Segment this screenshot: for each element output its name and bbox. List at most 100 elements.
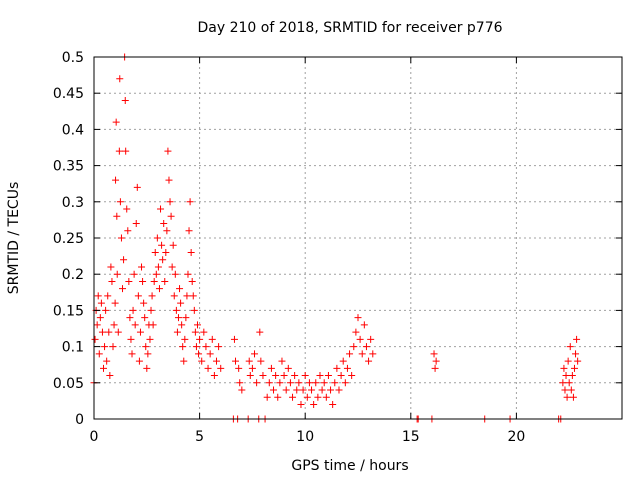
data-point	[128, 350, 136, 358]
data-point	[567, 386, 575, 394]
data-point	[176, 285, 184, 293]
data-point	[335, 386, 343, 394]
data-point	[324, 372, 332, 380]
data-point	[123, 205, 131, 213]
data-point	[95, 350, 103, 358]
data-point	[185, 227, 193, 235]
data-point	[120, 256, 128, 264]
data-point	[352, 328, 360, 336]
data-point	[114, 328, 122, 336]
data-point	[431, 364, 439, 372]
data-point	[333, 364, 341, 372]
data-point	[195, 350, 203, 358]
data-point	[171, 270, 179, 278]
data-point	[161, 277, 169, 285]
data-point	[354, 314, 362, 322]
data-point	[172, 306, 180, 314]
data-point	[167, 212, 175, 220]
x-tick-label: 0	[90, 429, 99, 445]
data-point	[157, 205, 165, 213]
y-tick-label: 0.4	[62, 122, 84, 138]
data-point	[189, 292, 197, 300]
y-tick-label: 0.3	[62, 195, 84, 211]
data-point	[164, 147, 172, 155]
data-point	[150, 277, 158, 285]
data-point	[286, 379, 294, 387]
data-point	[563, 393, 571, 401]
data-point	[173, 328, 181, 336]
data-point	[265, 379, 273, 387]
data-point	[367, 335, 375, 343]
x-tick-label: 20	[507, 429, 525, 445]
data-point	[574, 357, 582, 365]
data-point	[104, 292, 112, 300]
data-point	[119, 285, 127, 293]
data-point	[178, 321, 186, 329]
data-point	[232, 357, 240, 365]
x-tick-label: 10	[296, 429, 314, 445]
plot-area	[93, 56, 623, 420]
data-point	[133, 183, 141, 191]
data-point	[566, 343, 574, 351]
data-point	[565, 379, 573, 387]
data-point	[108, 277, 116, 285]
data-point	[143, 364, 151, 372]
data-point	[93, 321, 101, 329]
data-point	[126, 314, 134, 322]
data-point	[109, 343, 117, 351]
data-point	[573, 335, 581, 343]
data-point	[174, 314, 182, 322]
data-points	[90, 53, 582, 423]
data-point	[236, 379, 244, 387]
data-point	[365, 357, 373, 365]
data-point	[560, 364, 568, 372]
data-point	[106, 372, 114, 380]
data-point	[155, 285, 163, 293]
data-point	[154, 263, 162, 271]
data-point	[159, 256, 167, 264]
data-point	[140, 299, 148, 307]
data-point	[169, 241, 177, 249]
data-point	[102, 306, 110, 314]
data-point	[270, 386, 278, 394]
data-point	[110, 321, 118, 329]
data-point	[280, 372, 288, 380]
data-point	[117, 234, 125, 242]
data-point	[113, 270, 121, 278]
data-point	[204, 364, 212, 372]
data-point	[246, 372, 254, 380]
data-point	[122, 147, 130, 155]
data-point	[165, 176, 173, 184]
data-point	[142, 343, 150, 351]
data-point	[356, 335, 364, 343]
data-point	[284, 364, 292, 372]
data-point	[188, 277, 196, 285]
data-point	[238, 386, 246, 394]
data-point	[177, 299, 185, 307]
data-point	[183, 292, 191, 300]
data-point	[320, 379, 328, 387]
data-point	[253, 379, 261, 387]
data-point	[293, 386, 301, 394]
data-point	[98, 328, 106, 336]
data-point	[301, 372, 309, 380]
data-point	[113, 212, 121, 220]
data-point	[196, 335, 204, 343]
data-point	[135, 357, 143, 365]
data-point	[198, 357, 206, 365]
data-point	[192, 343, 200, 351]
data-point	[191, 328, 199, 336]
data-point	[561, 386, 569, 394]
data-point	[210, 372, 218, 380]
data-point	[96, 314, 104, 322]
data-point	[148, 292, 156, 300]
data-point	[212, 357, 220, 365]
y-tick-label: 0.25	[53, 231, 84, 247]
data-point	[179, 343, 187, 351]
data-point	[360, 321, 368, 329]
data-point	[144, 350, 152, 358]
data-point	[200, 328, 208, 336]
y-tick-label: 0.2	[62, 267, 84, 283]
data-point	[248, 364, 256, 372]
